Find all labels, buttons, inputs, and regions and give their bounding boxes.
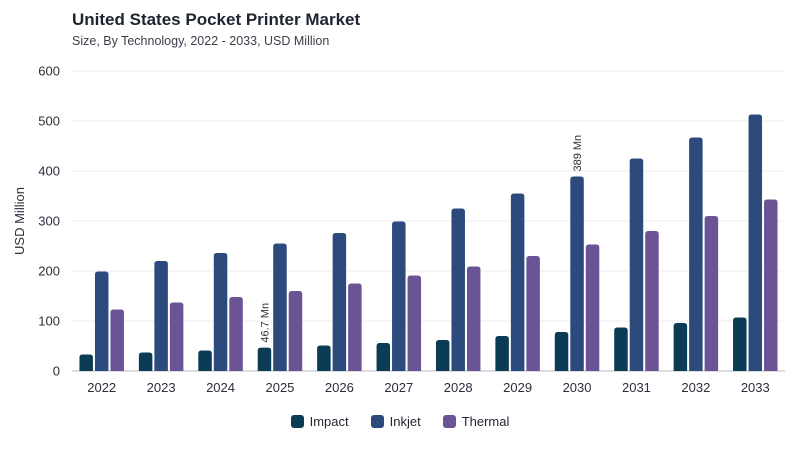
bar-impact-2022: [79, 354, 93, 371]
legend-item-impact[interactable]: Impact: [290, 414, 349, 429]
bar-impact-2029: [495, 336, 509, 371]
y-tick-label-500: 500: [38, 114, 60, 129]
x-tick-label-2033: 2033: [741, 380, 770, 395]
bar-impact-2032: [673, 323, 688, 371]
legend-label-inkjet: Inkjet: [389, 414, 421, 429]
x-tick-label-2028: 2028: [444, 380, 473, 395]
legend-label-thermal: Thermal: [461, 414, 510, 429]
bar-impact-2024: [198, 350, 212, 371]
bar-impact-2028: [435, 340, 450, 371]
bar-impact-2033: [733, 317, 747, 371]
y-tick-label-100: 100: [38, 314, 60, 329]
bar-inkjet-2026: [332, 233, 347, 371]
legend-label-impact: Impact: [309, 414, 349, 429]
bar-impact-2031: [614, 327, 628, 371]
bar-inkjet-2030: [570, 176, 584, 371]
bar-thermal-2025: [288, 291, 303, 371]
y-tick-label-200: 200: [38, 264, 60, 279]
bar-inkjet-2027: [392, 221, 406, 371]
bar-inkjet-2022: [94, 271, 109, 371]
x-tick-label-2024: 2024: [206, 380, 235, 395]
bar-thermal-2027: [407, 275, 422, 371]
bar-inkjet-2033: [748, 114, 763, 371]
bar-inkjet-2023: [154, 261, 168, 371]
bar-thermal-2033: [764, 199, 778, 371]
bar-thermal-2023: [169, 302, 184, 371]
chart-title: United States Pocket Printer Market: [72, 10, 361, 29]
legend-item-inkjet[interactable]: Inkjet: [370, 414, 421, 429]
bar-thermal-2029: [526, 256, 540, 371]
bar-inkjet-2032: [689, 137, 703, 371]
legend-item-thermal[interactable]: Thermal: [442, 414, 510, 429]
y-tick-label-600: 600: [38, 64, 60, 79]
bar-inkjet-2024: [213, 253, 228, 371]
bar-inkjet-2029: [510, 193, 525, 371]
data-label-inkjet-2030: 389 Mn: [572, 135, 584, 172]
y-tick-label-0: 0: [53, 364, 60, 379]
bar-thermal-2030: [585, 244, 600, 371]
bar-thermal-2022: [110, 309, 124, 371]
bar-inkjet-2031: [629, 158, 644, 371]
legend-swatch-thermal: [442, 415, 456, 428]
legend-swatch-inkjet: [370, 415, 384, 428]
x-tick-label-2030: 2030: [563, 380, 592, 395]
bar-impact-2025: [257, 347, 272, 371]
x-tick-label-2027: 2027: [384, 380, 413, 395]
x-tick-label-2023: 2023: [147, 380, 176, 395]
bar-thermal-2024: [229, 297, 243, 371]
bar-impact-2026: [317, 345, 331, 371]
x-tick-label-2025: 2025: [265, 380, 294, 395]
x-tick-label-2029: 2029: [503, 380, 532, 395]
y-tick-label-400: 400: [38, 164, 60, 179]
bar-thermal-2028: [466, 266, 481, 371]
bar-thermal-2026: [348, 283, 362, 371]
bar-thermal-2031: [645, 231, 659, 371]
x-tick-label-2032: 2032: [681, 380, 710, 395]
legend-swatch-impact: [290, 415, 304, 428]
y-tick-label-300: 300: [38, 214, 60, 229]
data-label-impact-2025: 46.7 Mn: [259, 303, 271, 343]
y-axis-title: USD Million: [12, 187, 27, 255]
bar-impact-2023: [138, 352, 153, 371]
chart-subtitle: Size, By Technology, 2022 - 2033, USD Mi…: [72, 34, 330, 48]
bar-impact-2027: [376, 343, 391, 371]
x-tick-label-2022: 2022: [87, 380, 116, 395]
x-tick-label-2026: 2026: [325, 380, 354, 395]
bar-impact-2030: [554, 332, 569, 371]
legend: Impact Inkjet Thermal: [0, 414, 800, 429]
bar-thermal-2032: [704, 216, 719, 371]
x-tick-label-2031: 2031: [622, 380, 651, 395]
bar-inkjet-2025: [273, 243, 287, 371]
bar-inkjet-2028: [451, 208, 465, 371]
